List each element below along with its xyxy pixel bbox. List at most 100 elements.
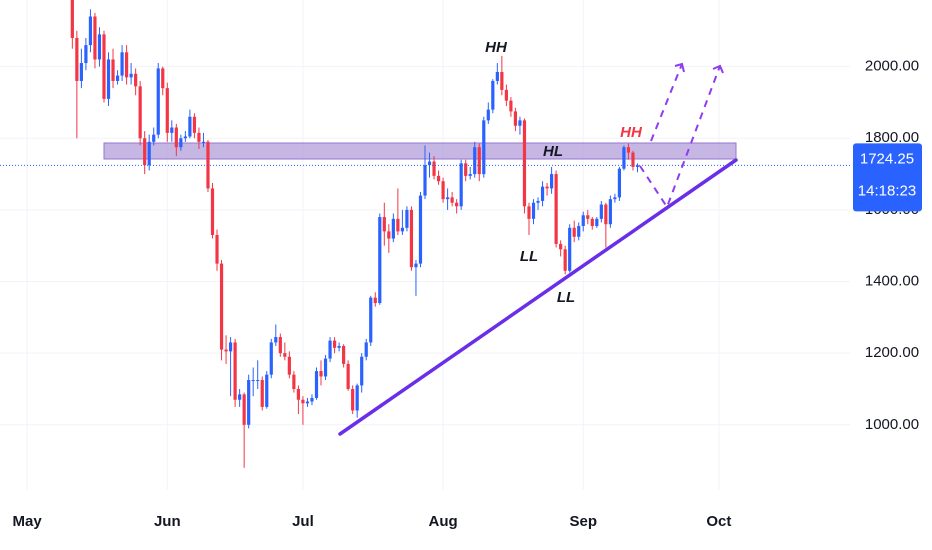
candle-body: [161, 68, 165, 89]
candle-body: [622, 147, 626, 169]
overlay: May Jun Jul Aug Sep Oct 1000.00 1200.00 1400.00 1…: [0, 39, 922, 530]
y-tick-label: 1800.00: [865, 129, 919, 146]
candle-body: [495, 71, 499, 81]
candle-body: [292, 374, 296, 389]
candle-body: [179, 138, 183, 148]
candle-body: [369, 297, 373, 343]
candle-body: [355, 385, 359, 411]
candle-body: [536, 200, 540, 203]
candle-body: [301, 399, 305, 404]
candle-body: [242, 394, 246, 425]
candle-body: [568, 227, 572, 271]
candle-body: [97, 34, 102, 60]
candle-body: [364, 342, 368, 357]
candle-body: [577, 226, 581, 237]
candle-body: [278, 337, 282, 354]
projection-path: [650, 63, 683, 142]
candle-body: [197, 132, 201, 142]
candle-body: [351, 388, 355, 411]
candle-body: [314, 371, 319, 398]
candle-body: [147, 141, 151, 166]
candle-body: [70, 0, 74, 38]
candle-body: [111, 59, 115, 81]
candle-body: [482, 120, 486, 175]
candle-body: [79, 63, 83, 81]
candle-body: [332, 340, 337, 348]
candle-body: [459, 163, 463, 207]
annotation: HH: [485, 39, 508, 56]
candle-body: [124, 52, 129, 78]
candle-body: [635, 165, 640, 167]
candle-body: [256, 380, 260, 382]
trend-line: [338, 158, 738, 436]
grid: [0, 0, 850, 490]
candle-body: [563, 249, 567, 271]
candle-body: [323, 358, 328, 377]
candle-body: [152, 134, 156, 142]
candle-body: [441, 181, 445, 200]
candle-body: [414, 263, 418, 268]
candle-body: [134, 73, 138, 87]
candle-body: [590, 218, 594, 227]
candle-body: [527, 206, 531, 219]
candle-body: [287, 356, 291, 375]
candle-body: [156, 68, 160, 135]
candle-body: [450, 197, 454, 203]
candle-body: [129, 73, 133, 78]
candle-body: [500, 71, 504, 90]
candle-body: [522, 120, 527, 207]
candle-body: [382, 217, 386, 232]
annotation: HH: [620, 124, 643, 141]
x-tick-label: Jun: [154, 513, 181, 530]
candle-body: [260, 380, 264, 407]
candle-body: [373, 297, 377, 304]
candle-body: [305, 401, 310, 404]
candle-body: [102, 34, 106, 99]
candle-body: [115, 75, 120, 81]
candle-body: [120, 52, 124, 76]
candle-body: [486, 109, 490, 121]
candle-body: [400, 227, 404, 232]
candle-body: [342, 346, 346, 364]
candle-body: [215, 234, 219, 264]
candle-body: [75, 37, 79, 81]
candle-body: [427, 161, 432, 166]
candle-body: [319, 371, 323, 377]
candle-body: [631, 152, 635, 167]
candle-body: [581, 215, 585, 227]
y-tick-label: 1000.00: [865, 416, 919, 433]
candle-body: [251, 380, 255, 382]
y-tick-label: 1400.00: [865, 273, 919, 290]
x-tick-label: Jul: [292, 513, 314, 530]
candle-body: [468, 174, 472, 176]
price-box: [853, 143, 922, 212]
candle-body: [346, 363, 350, 389]
candle-body: [549, 174, 554, 189]
y-tick-label: 1200.00: [865, 344, 919, 361]
candle-body: [328, 340, 332, 359]
candle-body: [106, 59, 111, 99]
candle-body: [93, 16, 97, 60]
candle-body: [572, 227, 576, 237]
candle-body: [296, 388, 301, 400]
candle-body: [491, 80, 495, 110]
candle-body: [233, 342, 237, 400]
candle-body: [608, 199, 612, 225]
candle-body: [88, 16, 93, 46]
candle-body: [617, 168, 622, 198]
resistance-zone: [103, 142, 737, 160]
candle-body: [360, 356, 364, 386]
candle-body: [170, 127, 174, 133]
candle-body: [405, 209, 409, 228]
candle-body: [143, 138, 147, 166]
candle-body: [228, 342, 233, 352]
candle-body: [432, 161, 436, 176]
x-tick-label: Oct: [706, 513, 731, 530]
candle-body: [559, 243, 563, 250]
candle-body: [188, 116, 192, 137]
candle-body: [265, 374, 269, 407]
candle-body: [540, 186, 545, 201]
candle-body: [455, 202, 459, 207]
candles: [70, 0, 640, 468]
candle-body: [165, 88, 169, 133]
